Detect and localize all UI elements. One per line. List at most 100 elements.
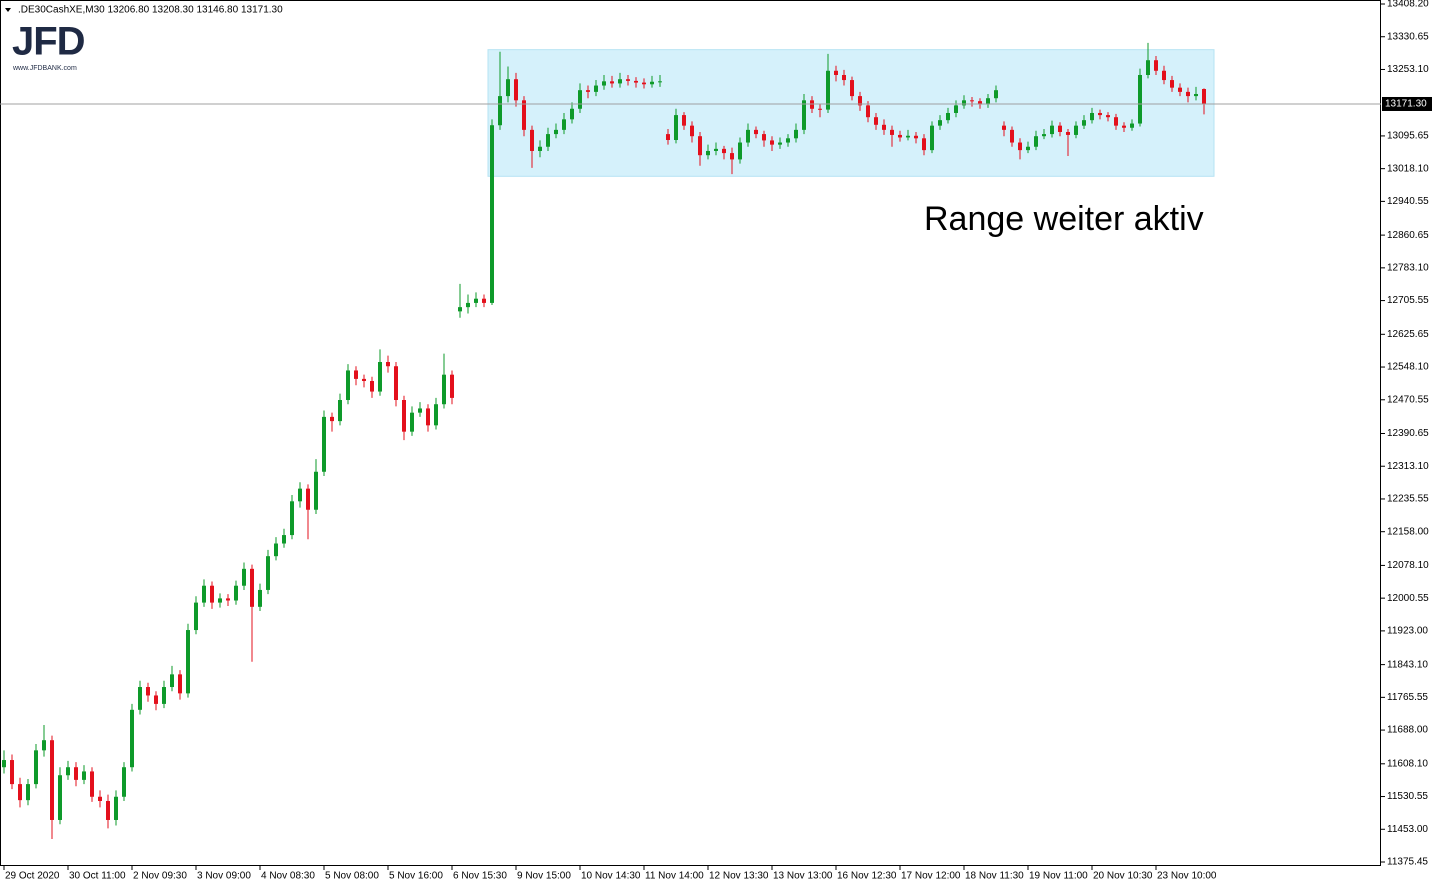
x-tick-label: 4 Nov 08:30 [261,871,315,882]
candle-body [26,784,30,801]
y-tick-label: 13018.10 [1387,163,1429,174]
candle-body [1202,89,1206,104]
candle-body [642,82,646,85]
candle-body [1058,125,1062,132]
candle-body [274,543,278,557]
candle-body [98,796,102,801]
candle-body [402,400,406,432]
annotation: Range weiter aktiv [924,200,1204,238]
candle-body [842,74,846,81]
candle-body [690,125,694,137]
candle-body [58,775,62,820]
candle-body [1162,70,1166,81]
candle-body [490,125,494,303]
candle-body [1138,74,1142,124]
y-tick-label: 11530.55 [1387,791,1428,802]
candle-body [458,307,462,312]
candle-body [746,129,750,143]
y-tick-label: 11375.45 [1387,857,1428,868]
candle-body [514,79,518,101]
candle-body [10,760,14,785]
y-tick-label: 12548.10 [1387,362,1429,373]
y-tick-label: 12390.65 [1387,428,1429,439]
candle-body [1034,136,1038,147]
candle-body [1050,125,1054,135]
candle-body [922,138,926,151]
candle-body [754,129,758,135]
candle-body [1018,142,1022,151]
x-tick-label: 11 Nov 14:00 [645,871,704,882]
candle-body [818,108,822,110]
candle-body [1066,131,1070,135]
candle-body [34,750,38,785]
candle-body [1082,120,1086,126]
candle-body [1146,60,1150,75]
candle-body [138,687,142,710]
x-tick-label: 10 Nov 14:30 [581,871,641,882]
candle-body [594,85,598,92]
x-tick-label: 3 Nov 09:00 [197,871,251,882]
candle-body [1026,146,1030,151]
candle-body [770,140,774,145]
candle-body [882,124,886,130]
candle-body [18,784,22,801]
candle-body [930,125,934,151]
candle-body [1114,117,1118,126]
candle-body [586,90,590,92]
candle-body [658,81,662,83]
y-tick-label: 12940.55 [1387,196,1429,207]
y-tick-label: 12860.65 [1387,230,1429,241]
candle-body [498,96,502,126]
candle-body [794,129,798,139]
candle-body [602,81,606,86]
x-tick-label: 20 Nov 10:30 [1093,871,1153,882]
candle-body [210,585,214,603]
range-box [487,49,1215,177]
candle-body [978,101,982,105]
y-tick-label: 12313.10 [1387,461,1429,472]
candle-body [802,100,806,130]
candle-body [730,153,734,160]
candle-body [298,488,302,502]
candle-body [986,98,990,105]
y-tick-label: 11923.00 [1387,626,1428,637]
y-tick-label: 12625.65 [1387,329,1429,340]
candle-body [506,79,510,97]
candle-body [338,400,342,422]
candle-body [362,378,366,382]
y-tick-label: 12783.10 [1387,262,1429,273]
candle-body [1170,80,1174,88]
y-tick-label: 12158.00 [1387,526,1429,537]
candle-body [1106,115,1110,118]
candle-body [178,674,182,694]
logo-brand: JFD [12,20,85,64]
bid-label-bg [1382,96,1432,111]
candle-body [330,416,334,422]
candle-body [538,146,542,151]
candle-body [314,471,318,510]
candle-body [722,148,726,154]
candle-body [698,136,702,156]
candle-body [2,760,6,768]
candle-body [114,796,118,820]
header: .DE30CashXE,M30 13206.80 13208.30 13146.… [18,5,283,16]
x-tick-label: 2 Nov 09:30 [133,871,187,882]
candle-body [130,709,134,768]
candle-body [546,134,550,147]
candle-body [634,80,638,83]
candle-body [466,302,470,308]
candle-body [42,740,46,751]
y-tick-label: 13408.20 [1387,0,1429,10]
bid-label: 13171.30 [1385,99,1427,110]
candle-body [162,687,166,704]
candle-body [994,90,998,99]
candle-body [202,585,206,603]
candle-body [50,740,54,820]
candle-body [674,115,678,140]
x-tick-label: 30 Oct 11:00 [69,871,126,882]
candle-body [170,674,174,688]
x-tick-label: 18 Nov 11:30 [965,871,1024,882]
candle-body [354,370,358,379]
candle-body [106,800,110,820]
candle-body [522,100,526,130]
